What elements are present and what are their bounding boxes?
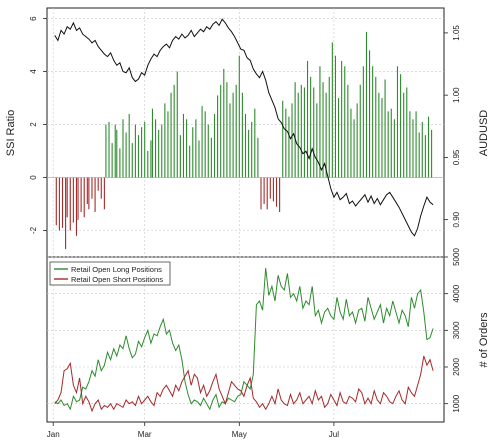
audusd-line xyxy=(54,18,434,237)
long-positions-line xyxy=(54,267,434,411)
ssi-tick-label: -2 xyxy=(29,226,38,234)
orders-axis-title: # of Orders xyxy=(478,312,490,368)
date-axis-ticks: Jan Mar May Jul xyxy=(47,422,339,439)
top-panel: -2 0 2 4 6 0.90 0.95 1.00 1.05 SSI Ratio AUDUSD xyxy=(5,7,490,258)
audusd-line-layer xyxy=(54,18,434,237)
orders-lines xyxy=(54,267,434,413)
legend-short-label: Retail Open Short Positions xyxy=(71,275,163,284)
legend: Retail Open Long Positions Retail Open S… xyxy=(49,261,171,286)
orders-tick-label: 5000 xyxy=(452,248,461,266)
orders-tick-label: 4000 xyxy=(452,284,461,302)
bottom-plot-frame xyxy=(46,256,445,423)
ssi-axis-ticks: -2 0 2 4 6 xyxy=(29,16,47,234)
ssi-tick-label: 0 xyxy=(29,175,38,180)
ssi-axis-title: SSI Ratio xyxy=(5,110,17,156)
date-tick-label: Jan xyxy=(47,430,60,439)
audusd-tick-label: 0.95 xyxy=(452,149,461,165)
orders-axis-ticks: 1000 2000 3000 4000 5000 xyxy=(444,248,461,413)
ssi-tick-label: 6 xyxy=(29,16,38,21)
orders-tick-label: 1000 xyxy=(452,394,461,412)
bottom-grid xyxy=(47,256,444,422)
date-tick-label: Jul xyxy=(329,430,339,439)
legend-box xyxy=(49,261,171,286)
legend-long-label: Retail Open Long Positions xyxy=(71,265,162,274)
audusd-tick-label: 0.90 xyxy=(452,211,461,227)
audusd-tick-label: 1.00 xyxy=(452,87,461,103)
orders-tick-label: 3000 xyxy=(452,321,461,339)
audusd-axis-title: AUDUSD xyxy=(478,110,490,157)
audusd-tick-label: 1.05 xyxy=(452,25,461,41)
orders-tick-label: 2000 xyxy=(452,358,461,376)
short-positions-line xyxy=(54,355,434,413)
ssi-tick-label: 4 xyxy=(29,69,38,74)
date-tick-label: May xyxy=(232,430,247,439)
date-tick-label: Mar xyxy=(138,430,152,439)
ssi-tick-label: 2 xyxy=(29,122,38,127)
bottom-panel: 1000 2000 3000 4000 5000 Jan Mar May Jul # of O… xyxy=(46,248,490,439)
ssi-bars xyxy=(47,31,444,250)
audusd-axis-ticks: 0.90 0.95 1.00 1.05 xyxy=(444,25,461,227)
